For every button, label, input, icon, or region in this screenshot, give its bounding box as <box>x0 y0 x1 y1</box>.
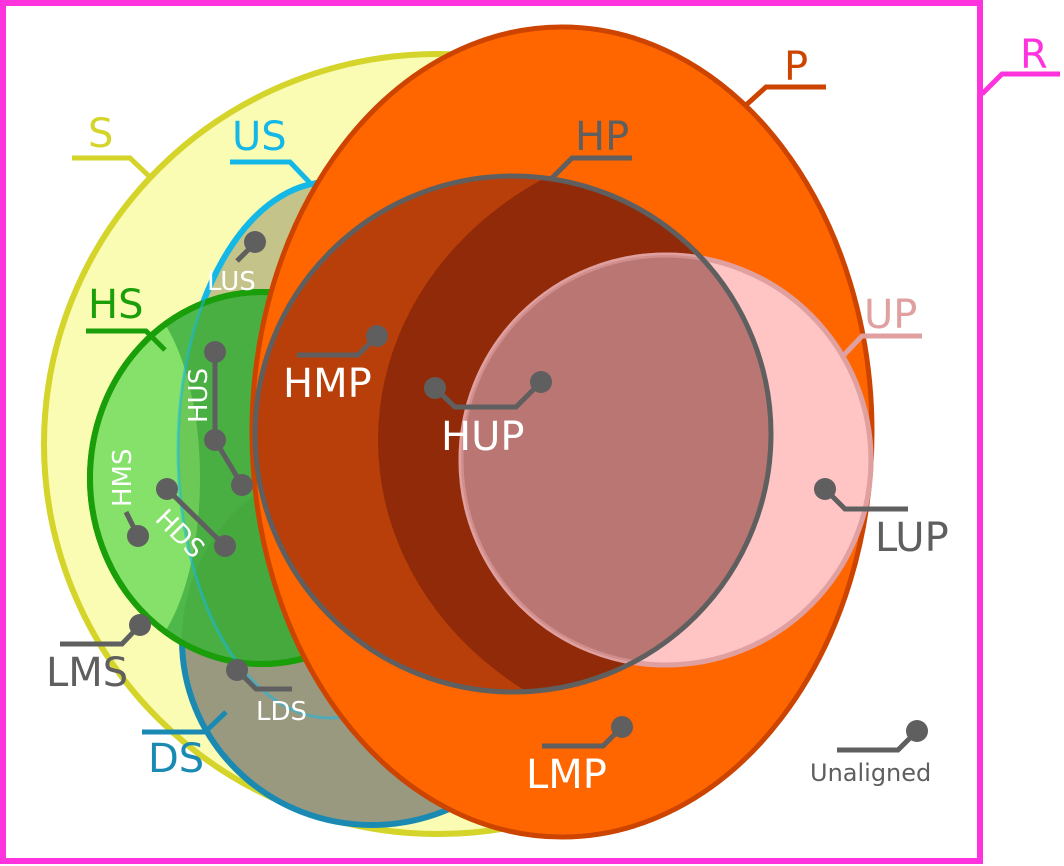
set-DS-leader <box>142 710 228 735</box>
region-label-LUP: LUP <box>875 515 949 561</box>
region-label-LDS: LDS <box>256 697 307 727</box>
region-label-LUS: LUS <box>207 267 256 297</box>
set-R-leader <box>980 71 1060 96</box>
pointer-LMP <box>542 716 633 749</box>
set-label-HP: HP <box>575 114 629 160</box>
region-label-LMS: LMS <box>46 650 128 696</box>
pointer-HUS-branch <box>212 438 253 496</box>
region-label-HMS: HMS <box>108 449 138 508</box>
pointer-LUS <box>235 231 266 263</box>
set-HP-outline <box>252 173 774 695</box>
set-label-S: S <box>88 111 113 157</box>
pointer-HUP <box>424 371 552 410</box>
region-label-HMP: HMP <box>283 361 372 407</box>
pointer-HMP <box>297 325 388 358</box>
pointer-HMS <box>123 510 149 547</box>
pointer-unaligned <box>837 720 928 753</box>
set-label-R: R <box>1020 32 1048 78</box>
set-label-US: US <box>232 114 287 160</box>
region-HMS-shade <box>90 292 200 664</box>
set-UP-outline <box>458 252 874 668</box>
set-S-leader <box>72 155 152 179</box>
set-label-DS: DS <box>148 736 204 782</box>
region-label-HUS: HUS <box>184 368 214 423</box>
set-US-leader <box>230 159 314 187</box>
set-label-HS: HS <box>88 282 143 328</box>
set-HP-leader <box>548 155 632 182</box>
pointer-LUP <box>814 478 908 512</box>
set-P-leader <box>743 84 826 108</box>
region-label-HUP: HUP <box>441 414 524 460</box>
set-label-P: P <box>784 44 808 90</box>
set-HS-leader <box>86 328 167 352</box>
pointer-HUS <box>204 341 226 451</box>
pointer-LMS <box>60 614 151 647</box>
pointer-LDS <box>226 659 292 692</box>
set-label-UP: UP <box>864 292 917 338</box>
region-label-unaligned: Unaligned <box>810 759 931 787</box>
region-label-LMP: LMP <box>526 752 607 798</box>
set-UP-leader <box>841 333 922 358</box>
pointer-HDS <box>156 478 236 557</box>
